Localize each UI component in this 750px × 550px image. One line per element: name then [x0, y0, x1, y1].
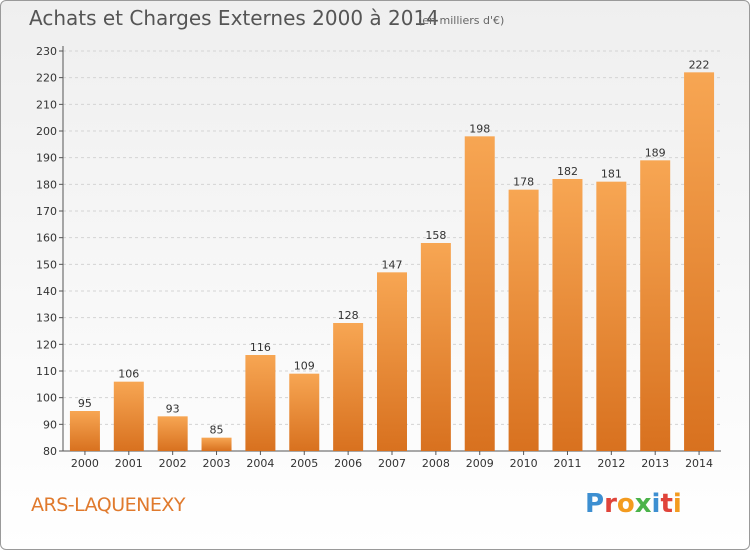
x-tick-labels: 2000 2001 2002 2003 2004 2005 2006 2007 2008 2009… — [71, 457, 713, 470]
x-tick-label: 2005 — [290, 457, 318, 470]
x-tick-label: 2014 — [685, 457, 713, 470]
bar-2009 — [464, 136, 495, 452]
commune-name: ARS-LAQUENEXY — [31, 494, 186, 516]
logo-letter: x — [634, 489, 652, 519]
value-label: 158 — [425, 229, 446, 242]
y-tick-label: 180 — [36, 178, 57, 191]
value-label: 109 — [294, 360, 315, 373]
value-label: 198 — [469, 122, 490, 135]
bar-2014 — [684, 72, 715, 451]
y-tick-label: 90 — [43, 418, 57, 431]
x-tick-label: 2001 — [115, 457, 143, 470]
x-tick-label: 2011 — [553, 457, 581, 470]
x-tick-label: 2013 — [641, 457, 669, 470]
bar-2001 — [113, 381, 144, 451]
logo-letter: t — [660, 489, 673, 519]
bar-2004 — [245, 355, 276, 451]
x-tick-label: 2007 — [378, 457, 406, 470]
bar-2010 — [508, 189, 539, 451]
y-tick-label: 160 — [36, 232, 57, 245]
bar-2005 — [289, 373, 320, 451]
value-label: 128 — [338, 309, 359, 322]
x-tick-label: 2009 — [466, 457, 494, 470]
logo-letter: r — [604, 489, 617, 519]
value-label: 116 — [250, 341, 271, 354]
bar-2007 — [377, 272, 407, 451]
chart-subtitle: (en milliers d'€) — [418, 14, 505, 27]
x-tick-label: 2004 — [246, 457, 274, 470]
bar-2013 — [640, 160, 671, 452]
logo-letter: i — [651, 489, 661, 519]
y-tick-label: 230 — [36, 45, 57, 58]
y-tick-label: 130 — [36, 312, 57, 325]
value-label: 93 — [166, 402, 180, 415]
value-label: 95 — [78, 397, 92, 410]
chart-title: Achats et Charges Externes 2000 à 2014 — [29, 6, 439, 30]
x-tick-label: 2002 — [159, 457, 187, 470]
y-tick-label: 210 — [36, 98, 57, 111]
logo-letter: i — [672, 489, 682, 519]
y-tick-label: 190 — [36, 152, 57, 165]
value-label: 189 — [645, 146, 666, 159]
bar-2002 — [157, 416, 188, 451]
bar-2006 — [333, 323, 364, 451]
x-tick-label: 2008 — [422, 457, 450, 470]
value-label: 85 — [210, 424, 224, 437]
y-tick-label: 200 — [36, 125, 57, 138]
value-label: 147 — [382, 258, 403, 271]
x-tick-label: 2010 — [510, 457, 538, 470]
y-tick-label: 140 — [36, 285, 57, 298]
logo-letter: P — [585, 489, 605, 519]
bars — [69, 72, 715, 452]
bar-2000 — [69, 411, 100, 451]
y-tick-label: 110 — [36, 365, 57, 378]
proxiti-logo: Proxiti — [585, 489, 682, 519]
y-tick-label: 100 — [36, 392, 57, 405]
x-tick-label: 2003 — [203, 457, 231, 470]
y-tick-label: 220 — [36, 72, 57, 85]
y-tick-label: 170 — [36, 205, 57, 218]
value-label: 181 — [601, 168, 622, 181]
value-label: 182 — [557, 165, 578, 178]
bar-2012 — [596, 181, 627, 451]
logo-letter: o — [616, 489, 635, 519]
x-tick-label: 2012 — [597, 457, 625, 470]
y-tick-labels: 80 90 100 110 120 130 140 150 160 170 180 190 200 210… — [36, 45, 57, 458]
y-tick-label: 150 — [36, 258, 57, 271]
bar-2011 — [552, 179, 583, 451]
x-tick-label: 2006 — [334, 457, 362, 470]
value-label: 106 — [118, 368, 139, 381]
value-label: 222 — [689, 58, 710, 71]
value-labels: 95 106 93 85 116 109 128 147 158 198 178 182 181 189 2… — [78, 58, 710, 436]
bar-2003 — [201, 437, 232, 451]
y-tick-label: 80 — [43, 445, 57, 458]
value-label: 178 — [513, 176, 534, 189]
x-tick-label: 2000 — [71, 457, 99, 470]
y-tick-label: 120 — [36, 338, 57, 351]
bar-2008 — [420, 243, 451, 451]
